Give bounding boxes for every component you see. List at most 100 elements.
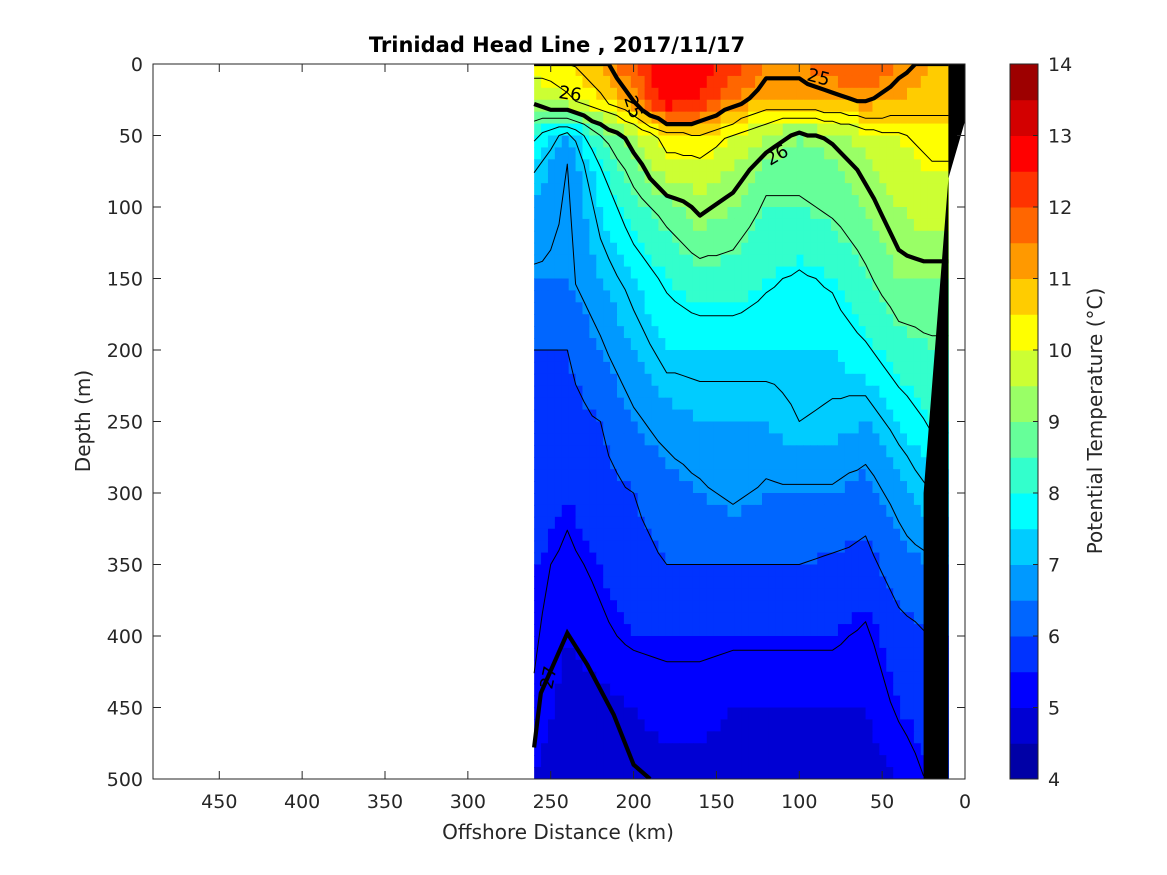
- field-cell: [582, 576, 590, 589]
- field-cell: [913, 707, 922, 721]
- field-cell: [796, 361, 805, 375]
- field-cell: [886, 600, 894, 613]
- field-cell: [782, 600, 791, 613]
- field-cell: [610, 421, 618, 435]
- field-cell: [913, 183, 922, 196]
- field-cell: [630, 195, 639, 208]
- field-cell: [913, 504, 922, 518]
- field-cell: [907, 75, 915, 89]
- field-cell: [879, 576, 887, 589]
- field-cell: [886, 493, 894, 506]
- field-cell: [775, 469, 784, 482]
- field-cell: [541, 469, 549, 482]
- field-cell: [748, 338, 756, 351]
- field-cell: [727, 731, 735, 744]
- field-cell: [817, 647, 825, 661]
- field-cell: [748, 719, 756, 732]
- field-cell: [851, 540, 860, 554]
- field-cell: [679, 743, 687, 756]
- field-cell: [575, 540, 584, 554]
- field-cell: [568, 421, 577, 435]
- field-cell: [851, 445, 860, 458]
- field-cell: [547, 183, 556, 196]
- field-cell: [824, 469, 832, 482]
- field-cell: [810, 659, 818, 673]
- field-cell: [817, 421, 825, 435]
- field-cell: [644, 683, 653, 697]
- field-cell: [837, 361, 846, 375]
- field-cell: [603, 659, 611, 673]
- field-cell: [575, 338, 584, 351]
- field-cell: [782, 671, 791, 685]
- field-cell: [561, 457, 570, 470]
- field-cell: [872, 290, 880, 303]
- field-cell: [589, 75, 597, 89]
- field-cell: [706, 755, 715, 768]
- field-cell: [810, 504, 818, 518]
- field-cell: [810, 195, 818, 208]
- field-cell: [789, 290, 798, 303]
- field-cell: [803, 731, 811, 744]
- field-cell: [851, 302, 860, 315]
- field-cell: [782, 135, 791, 149]
- field-cell: [541, 195, 549, 208]
- field-cell: [665, 540, 673, 554]
- field-cell: [603, 707, 611, 721]
- field-cell: [679, 266, 687, 280]
- field-cell: [603, 64, 611, 77]
- field-cell: [665, 385, 673, 399]
- field-cell: [775, 564, 784, 578]
- field-cell: [554, 528, 563, 542]
- field-cell: [534, 516, 542, 530]
- field-cell: [692, 123, 701, 137]
- field-cell: [603, 326, 611, 339]
- colorbar-tick-label: 12: [1048, 197, 1072, 219]
- field-cell: [907, 671, 915, 685]
- field-cell: [734, 767, 742, 779]
- field-cell: [603, 111, 611, 125]
- field-cell: [561, 64, 570, 77]
- field-cell: [851, 493, 860, 506]
- field-cell: [706, 338, 715, 351]
- field-cell: [748, 111, 756, 125]
- field-cell: [755, 314, 763, 327]
- field-cell: [741, 552, 749, 566]
- field-cell: [589, 207, 597, 220]
- field-cell: [589, 350, 597, 363]
- field-cell: [748, 314, 756, 327]
- field-cell: [796, 683, 805, 697]
- field-cell: [789, 636, 798, 649]
- field-cell: [589, 695, 597, 709]
- field-cell: [713, 647, 722, 661]
- field-cell: [837, 493, 846, 506]
- field-cell: [686, 397, 694, 411]
- field-cell: [727, 266, 735, 280]
- field-cell: [665, 433, 673, 446]
- field-cell: [831, 123, 839, 137]
- field-cell: [907, 600, 915, 613]
- field-cell: [879, 647, 887, 661]
- field-cell: [582, 612, 590, 625]
- field-cell: [879, 445, 887, 458]
- field-cell: [824, 743, 832, 756]
- field-cell: [879, 159, 887, 172]
- field-cell: [582, 743, 590, 756]
- field-cell: [568, 564, 577, 578]
- field-cell: [617, 588, 625, 601]
- field-cell: [644, 218, 653, 232]
- field-cell: [886, 409, 894, 423]
- field-cell: [582, 695, 590, 709]
- field-cell: [810, 683, 818, 697]
- field-cell: [713, 266, 722, 280]
- field-cell: [755, 743, 763, 756]
- field-cell: [900, 707, 908, 721]
- field-cell: [651, 671, 660, 685]
- field-cell: [941, 123, 950, 137]
- field-cell: [692, 99, 701, 113]
- field-cell: [796, 540, 805, 554]
- field-cell: [803, 612, 811, 625]
- field-cell: [734, 338, 742, 351]
- field-cell: [561, 564, 570, 578]
- field-cell: [706, 528, 715, 542]
- field-cell: [637, 481, 646, 494]
